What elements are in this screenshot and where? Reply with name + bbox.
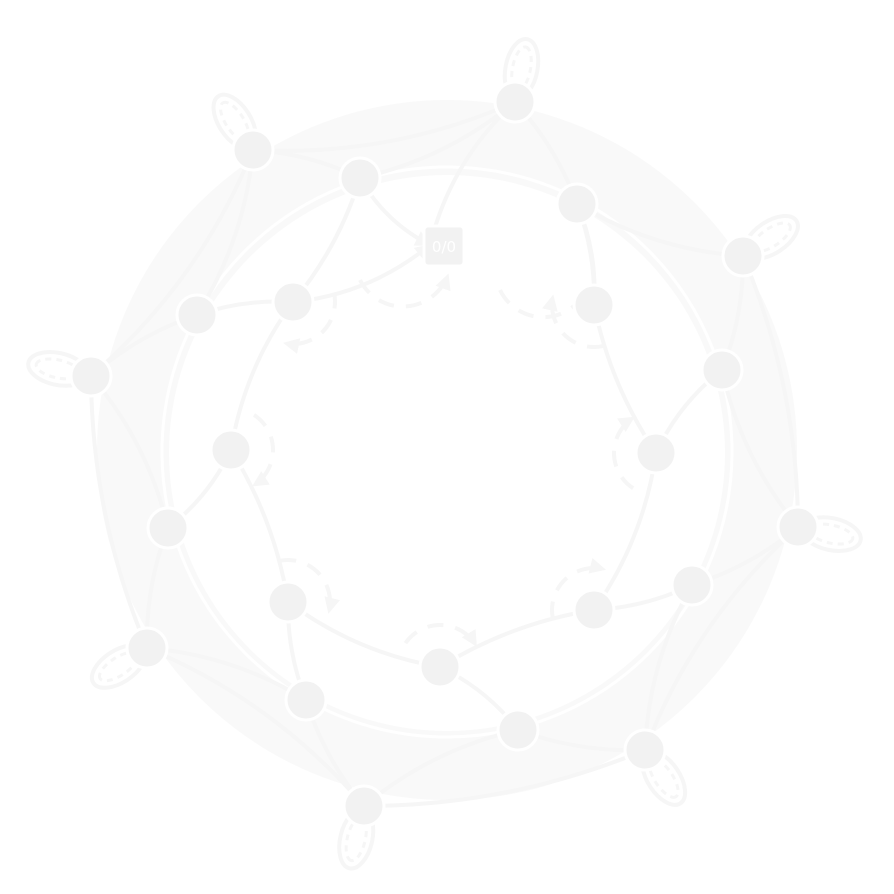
- outer-orbit: [83, 88, 811, 816]
- state-node: [572, 283, 616, 327]
- state-node: [175, 293, 219, 337]
- self-loop-inner: [219, 100, 251, 143]
- dashed-arc: [612, 415, 635, 490]
- state-node: [721, 234, 765, 278]
- state-node: [572, 588, 616, 632]
- self-loop-inner: [34, 357, 81, 381]
- state-node: [271, 280, 315, 324]
- state-node: [284, 678, 328, 722]
- self-loop-inner: [750, 221, 792, 254]
- self-loop-inner: [808, 522, 855, 546]
- background-ring: [97, 100, 798, 801]
- state-node: [338, 156, 382, 200]
- state-node: [700, 348, 744, 392]
- transition-edge: [225, 300, 295, 452]
- self-loop-inner: [97, 650, 140, 683]
- state-node: [125, 626, 169, 670]
- state-node: [209, 428, 253, 472]
- state-node: [69, 354, 113, 398]
- transition-edge: [286, 600, 442, 673]
- dashed-arc: [283, 292, 337, 354]
- state-node: [231, 128, 275, 172]
- dashed-arc: [550, 558, 606, 618]
- state-node: [342, 784, 386, 828]
- state-node: [146, 506, 190, 550]
- state-node: [776, 505, 820, 549]
- dashed-arc: [279, 558, 340, 614]
- self-loop-inner: [648, 757, 680, 799]
- transition-edge: [145, 646, 366, 808]
- dashed-arc: [498, 289, 582, 320]
- self-loop-inner: [344, 816, 368, 863]
- start-node[interactable]: 0/0: [422, 224, 466, 268]
- state-node: [555, 182, 599, 226]
- dashed-arc: [403, 623, 478, 647]
- state-node: [266, 580, 310, 624]
- transition-edge: [642, 525, 800, 752]
- nodes-layer: [69, 80, 820, 828]
- transition-edge: [252, 100, 517, 153]
- state-node: [418, 645, 462, 689]
- state-node: [496, 708, 540, 752]
- transition-edge: [229, 448, 294, 604]
- transition-edge: [741, 255, 806, 529]
- dashed-arcs-layer: [252, 273, 635, 647]
- dashed-arc: [542, 294, 604, 349]
- state-node: [670, 563, 714, 607]
- middle-orbit: [160, 165, 734, 739]
- transition-edge: [438, 604, 596, 669]
- state-node: [493, 80, 537, 124]
- state-node: [634, 431, 678, 475]
- self-loop-inner: [510, 45, 533, 92]
- state-node: [623, 728, 667, 772]
- transition-edge: [362, 748, 646, 815]
- dashed-arc: [252, 413, 275, 488]
- transition-edge: [589, 303, 658, 455]
- transition-edge: [89, 148, 255, 378]
- transition-edge: [83, 374, 149, 649]
- dashed-arc: [358, 273, 451, 309]
- transition-edge: [592, 451, 662, 612]
- start-node-label: 0/0: [432, 238, 456, 256]
